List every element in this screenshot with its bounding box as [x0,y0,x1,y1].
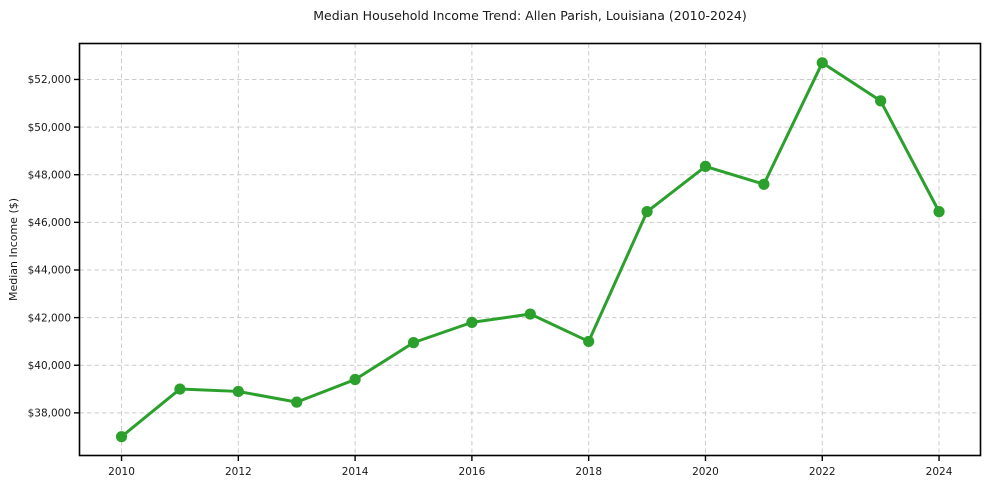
data-point-marker [407,337,420,349]
plot-border [78,42,982,457]
x-tick-label: 2016 [459,466,486,478]
y-tick-label: $44,000 [28,265,71,277]
y-tick-label: $48,000 [28,169,71,181]
data-point-marker [933,206,945,218]
x-tick-label: 2012 [225,466,252,478]
data-point-marker [115,431,128,443]
y-tick-label: $46,000 [28,217,71,229]
data-point-marker [641,206,653,218]
data-point-marker [466,316,478,328]
y-tick-label: $38,000 [28,408,71,420]
x-tick-label: 2010 [108,466,135,478]
data-point-marker [232,385,244,398]
x-tick-label: 2018 [575,466,602,478]
x-tick-label: 2020 [692,466,719,478]
x-tick-label: 2014 [342,466,369,478]
x-tick-label: 2024 [926,466,953,478]
data-point-marker [349,373,361,386]
y-tick-label: $40,000 [28,360,71,372]
data-point-marker [583,335,595,348]
data-point-marker [699,160,712,172]
y-tick-label: $52,000 [28,74,71,86]
y-tick-label: $42,000 [28,312,71,324]
x-tick-label: 2022 [809,466,836,478]
trend-line [120,61,941,439]
data-point-marker [816,57,828,69]
data-point-marker [291,396,303,408]
data-point-marker [174,383,186,395]
y-tick-label: $50,000 [28,122,71,134]
data-point-marker [524,308,536,320]
data-point-marker [875,95,887,107]
chart-title: Median Household Income Trend: Allen Par… [313,8,747,23]
data-point-marker [758,178,770,190]
